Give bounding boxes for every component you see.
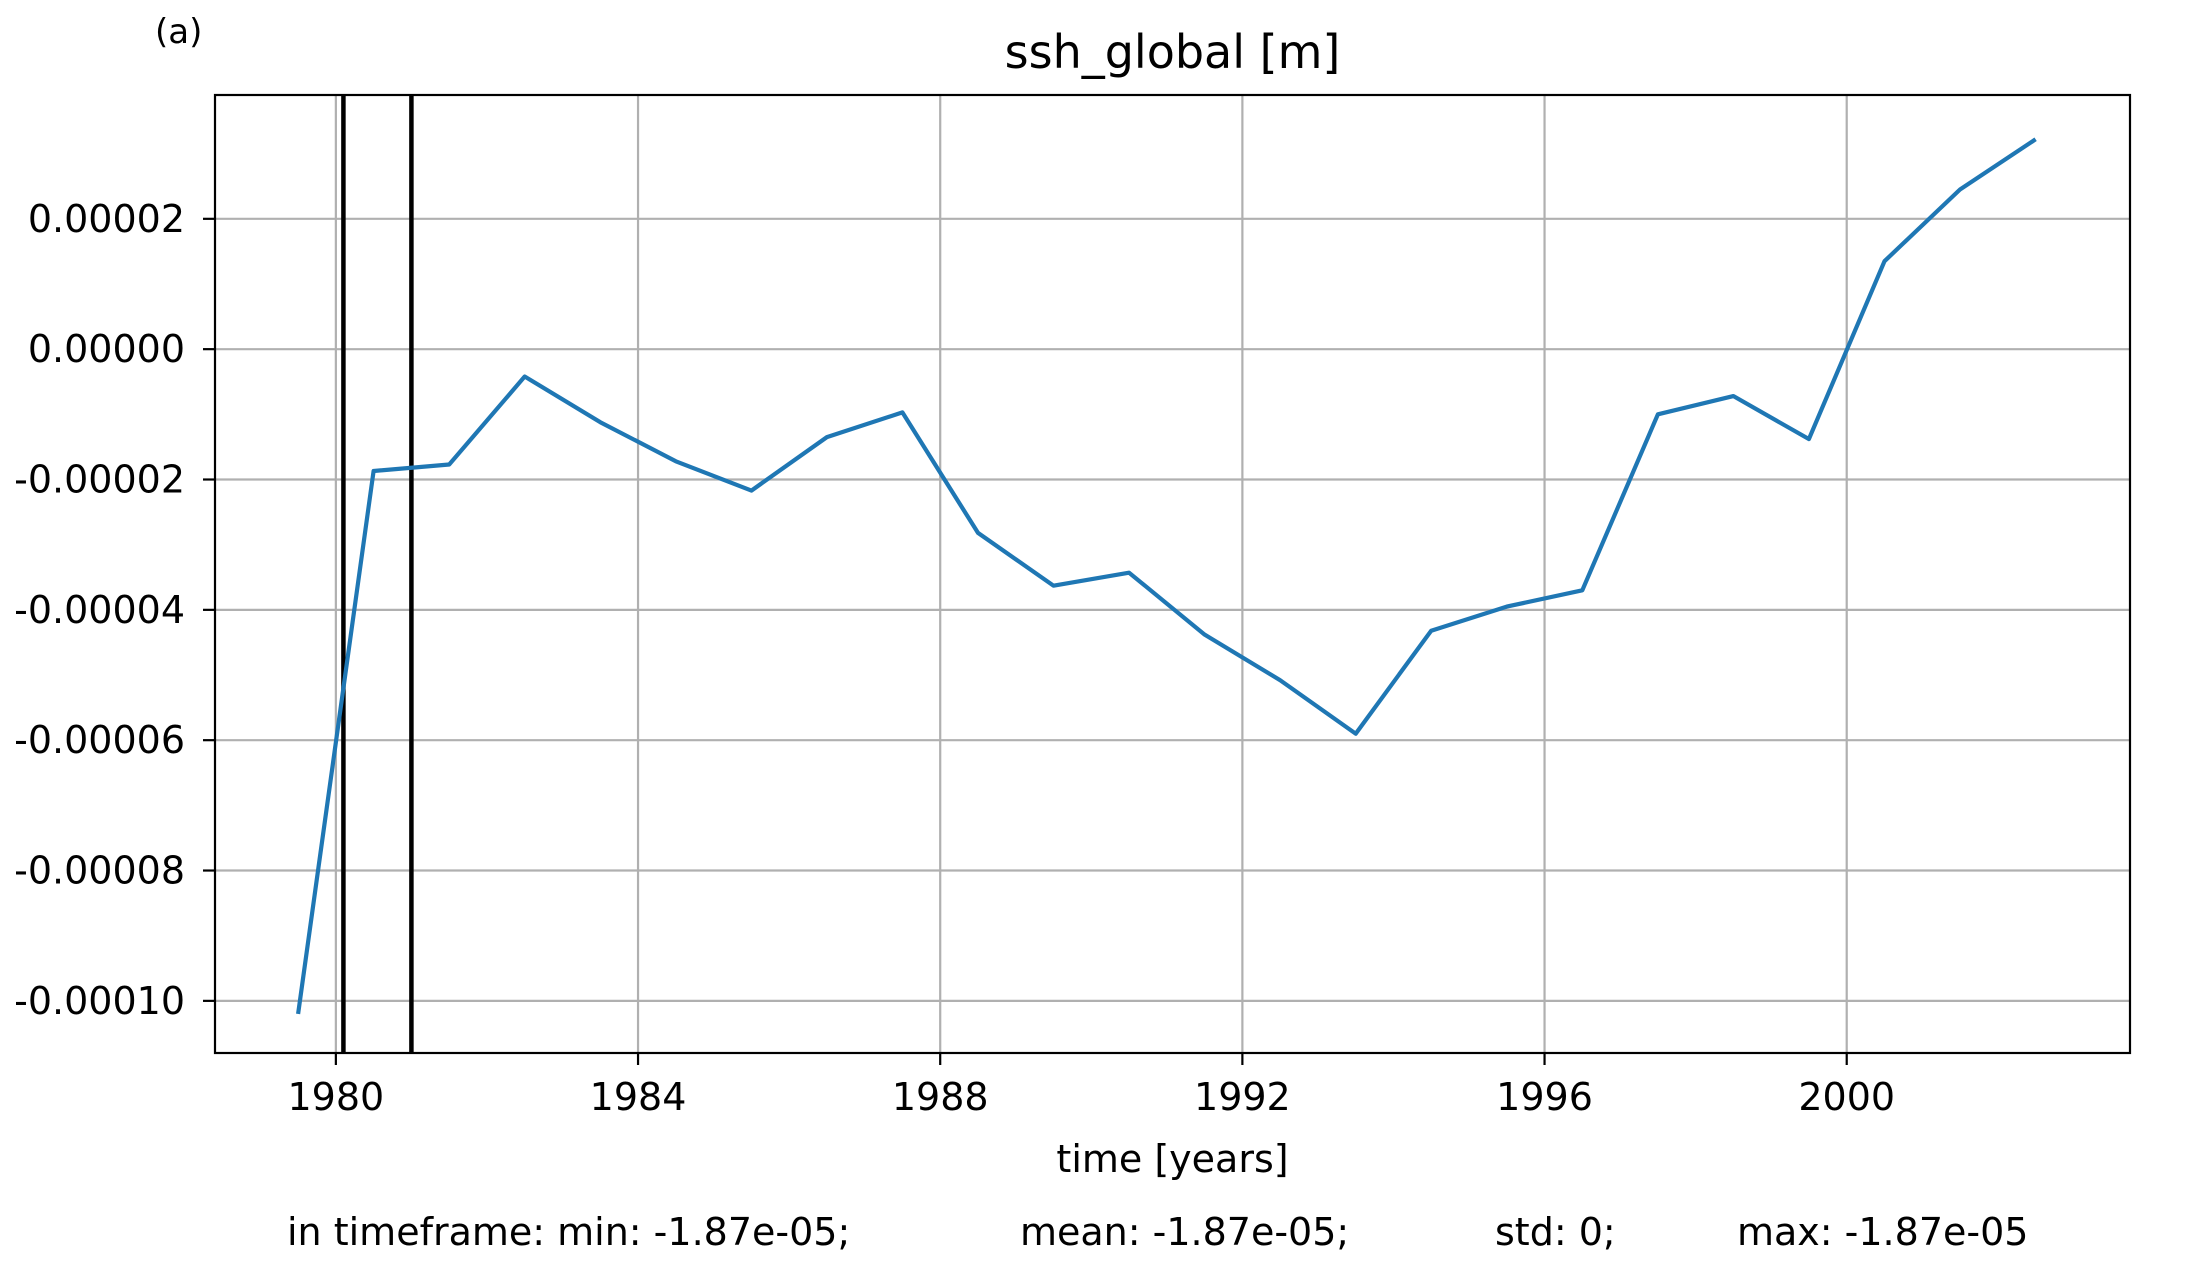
y-tick-label: -0.00008 [14,849,185,893]
x-tick-label: 1988 [892,1075,989,1119]
grid-lines [215,95,2130,1053]
series-group [296,137,2037,1015]
vertical-markers [341,95,414,1053]
y-tick-label: -0.00010 [14,979,185,1023]
x-tick-label: 1996 [1496,1075,1593,1119]
y-tick-label: -0.00004 [14,588,185,632]
y-tick-label: -0.00006 [14,718,185,762]
y-tick-label: 0.00000 [28,327,185,371]
series-line [296,137,2037,1015]
y-tick-label: 0.00002 [28,197,185,241]
stats-max: max: -1.87e-05 [1737,1210,2029,1254]
stats-mean: mean: -1.87e-05; [1020,1210,1350,1254]
x-axis-label: time [years] [1056,1137,1288,1181]
line-chart: 1980 1984 1988 1992 1996 2000 0.00002 0.00000 -… [14,25,2132,1181]
x-axis-ticks: 1980 1984 1988 1992 1996 2000 [288,1053,1895,1119]
y-tick-label: -0.00002 [14,458,185,502]
stats-std: std: 0; [1495,1210,1616,1254]
stats-min: in timeframe: min: -1.87e-05; [287,1210,851,1254]
chart-title: ssh_global [m] [1005,25,1341,79]
y-axis-ticks: 0.00002 0.00000 -0.00002 -0.00004 -0.00006 -0… [14,197,215,1023]
x-tick-label: 2000 [1798,1075,1895,1119]
x-tick-label: 1984 [590,1075,687,1119]
plot-frame [213,93,2132,1055]
x-tick-label: 1980 [288,1075,385,1119]
panel-label: (a) [155,12,203,52]
x-tick-label: 1992 [1194,1075,1291,1119]
